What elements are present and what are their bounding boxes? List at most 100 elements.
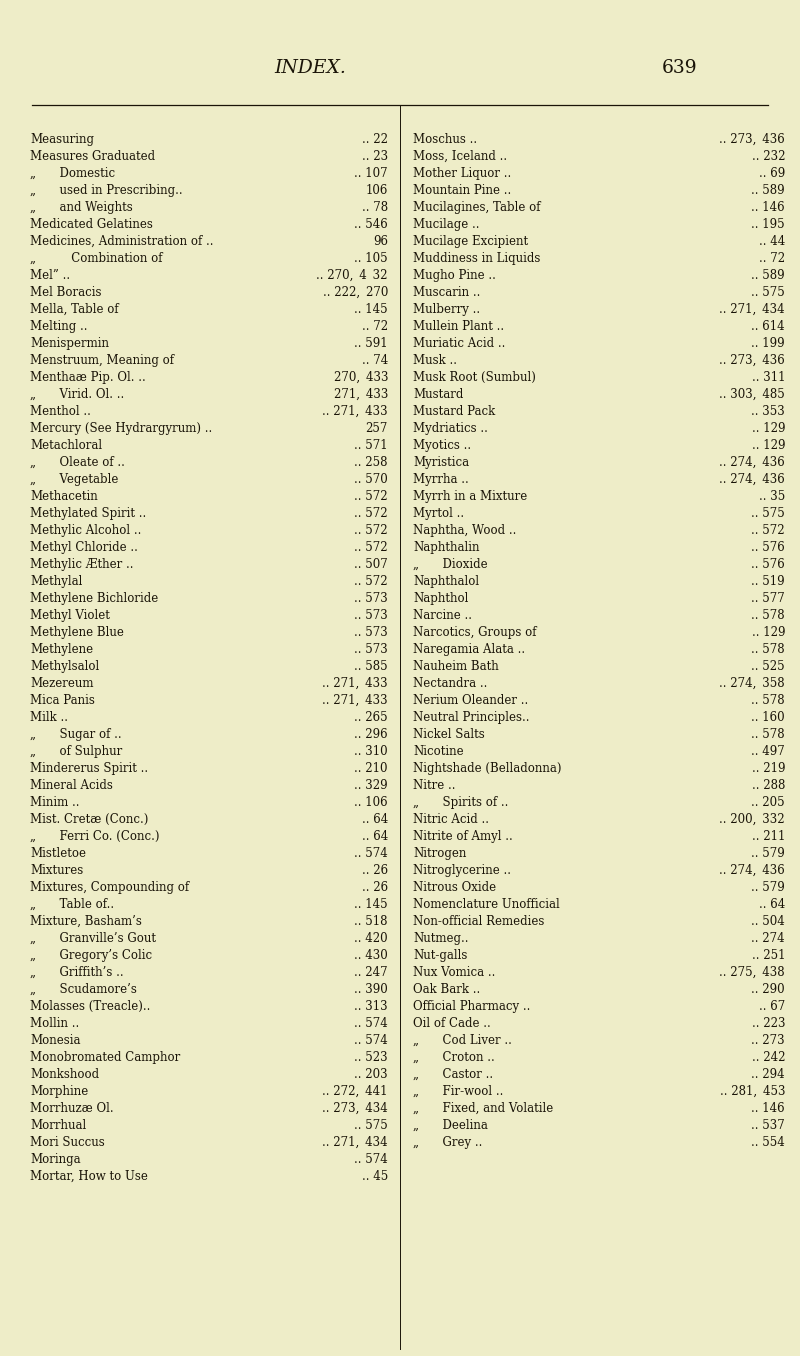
Text: Nitrite of Amyl ..: Nitrite of Amyl .. — [413, 830, 513, 843]
Text: .. 585: .. 585 — [354, 660, 388, 673]
Text: .. 579: .. 579 — [751, 881, 785, 894]
Text: .. 210: .. 210 — [354, 762, 388, 776]
Text: .. 107: .. 107 — [354, 167, 388, 180]
Text: Mindererus Spirit ..: Mindererus Spirit .. — [30, 762, 148, 776]
Text: Nickel Salts: Nickel Salts — [413, 728, 485, 740]
Text: Mori Succus: Mori Succus — [30, 1136, 105, 1149]
Text: .. 504: .. 504 — [751, 915, 785, 928]
Text: Mustard Pack: Mustard Pack — [413, 405, 495, 418]
Text: Menstruum, Meaning of: Menstruum, Meaning of — [30, 354, 174, 367]
Text: „  Deelina: „ Deelina — [413, 1119, 488, 1132]
Text: Methylated Spirit ..: Methylated Spirit .. — [30, 507, 146, 519]
Text: Methacetin: Methacetin — [30, 490, 98, 503]
Text: .. 271, 433: .. 271, 433 — [322, 694, 388, 706]
Text: Musk ..: Musk .. — [413, 354, 457, 367]
Text: Monkshood: Monkshood — [30, 1069, 99, 1081]
Text: Myotics ..: Myotics .. — [413, 439, 471, 452]
Text: Mica Panis: Mica Panis — [30, 694, 95, 706]
Text: Melting ..: Melting .. — [30, 320, 87, 334]
Text: .. 579: .. 579 — [751, 848, 785, 860]
Text: Measuring: Measuring — [30, 133, 94, 146]
Text: 639: 639 — [662, 60, 698, 77]
Text: „  Sugar of ..: „ Sugar of .. — [30, 728, 122, 740]
Text: Methylsalol: Methylsalol — [30, 660, 99, 673]
Text: Narcine ..: Narcine .. — [413, 609, 472, 622]
Text: INDEX.: INDEX. — [274, 60, 346, 77]
Text: .. 572: .. 572 — [751, 523, 785, 537]
Text: Menthaæ Pip. Ol. ..: Menthaæ Pip. Ol. .. — [30, 372, 146, 384]
Text: .. 576: .. 576 — [751, 541, 785, 555]
Text: Nauheim Bath: Nauheim Bath — [413, 660, 498, 673]
Text: .. 222, 270: .. 222, 270 — [322, 286, 388, 300]
Text: „  Dioxide: „ Dioxide — [413, 559, 488, 571]
Text: .. 420: .. 420 — [354, 932, 388, 945]
Text: Naregamia Alata ..: Naregamia Alata .. — [413, 643, 525, 656]
Text: „  Croton ..: „ Croton .. — [413, 1051, 494, 1064]
Text: 257: 257 — [366, 422, 388, 435]
Text: .. 274, 436: .. 274, 436 — [719, 473, 785, 485]
Text: .. 591: .. 591 — [354, 338, 388, 350]
Text: .. 247: .. 247 — [354, 965, 388, 979]
Text: .. 578: .. 578 — [751, 728, 785, 740]
Text: .. 35: .. 35 — [758, 490, 785, 503]
Text: .. 271, 434: .. 271, 434 — [719, 302, 785, 316]
Text: .. 160: .. 160 — [751, 711, 785, 724]
Text: Muscarin ..: Muscarin .. — [413, 286, 480, 300]
Text: 270, 433: 270, 433 — [334, 372, 388, 384]
Text: Menthol ..: Menthol .. — [30, 405, 91, 418]
Text: .. 273, 436: .. 273, 436 — [719, 354, 785, 367]
Text: Mother Liquor ..: Mother Liquor .. — [413, 167, 511, 180]
Text: .. 205: .. 205 — [751, 796, 785, 810]
Text: Mugho Pine ..: Mugho Pine .. — [413, 268, 496, 282]
Text: Nitrous Oxide: Nitrous Oxide — [413, 881, 496, 894]
Text: „  Virid. Ol. ..: „ Virid. Ol. .. — [30, 388, 124, 401]
Text: .. 45: .. 45 — [362, 1170, 388, 1182]
Text: .. 23: .. 23 — [362, 151, 388, 163]
Text: .. 329: .. 329 — [354, 778, 388, 792]
Text: Mydriatics ..: Mydriatics .. — [413, 422, 488, 435]
Text: .. 72: .. 72 — [759, 252, 785, 264]
Text: .. 294: .. 294 — [751, 1069, 785, 1081]
Text: Nitrogen: Nitrogen — [413, 848, 466, 860]
Text: Minim ..: Minim .. — [30, 796, 79, 810]
Text: .. 129: .. 129 — [751, 626, 785, 639]
Text: Mucilage Excipient: Mucilage Excipient — [413, 235, 528, 248]
Text: Morrhuzæ Ol.: Morrhuzæ Ol. — [30, 1102, 114, 1115]
Text: 106: 106 — [366, 184, 388, 197]
Text: .. 573: .. 573 — [354, 626, 388, 639]
Text: Mountain Pine ..: Mountain Pine .. — [413, 184, 511, 197]
Text: .. 72: .. 72 — [362, 320, 388, 334]
Text: .. 546: .. 546 — [354, 218, 388, 231]
Text: .. 67: .. 67 — [758, 999, 785, 1013]
Text: .. 203: .. 203 — [354, 1069, 388, 1081]
Text: Myristica: Myristica — [413, 456, 469, 469]
Text: „  Grey ..: „ Grey .. — [413, 1136, 482, 1149]
Text: Mixture, Basham’s: Mixture, Basham’s — [30, 915, 142, 928]
Text: .. 129: .. 129 — [751, 422, 785, 435]
Text: .. 232: .. 232 — [751, 151, 785, 163]
Text: Oil of Cade ..: Oil of Cade .. — [413, 1017, 490, 1031]
Text: Mistletoe: Mistletoe — [30, 848, 86, 860]
Text: .. 574: .. 574 — [354, 1153, 388, 1166]
Text: Nitric Acid ..: Nitric Acid .. — [413, 814, 489, 826]
Text: .. 78: .. 78 — [362, 201, 388, 214]
Text: Mineral Acids: Mineral Acids — [30, 778, 113, 792]
Text: „  Granville’s Gout: „ Granville’s Gout — [30, 932, 156, 945]
Text: .. 105: .. 105 — [354, 252, 388, 264]
Text: Methylene: Methylene — [30, 643, 93, 656]
Text: .. 574: .. 574 — [354, 1035, 388, 1047]
Text: „  Vegetable: „ Vegetable — [30, 473, 118, 485]
Text: .. 146: .. 146 — [751, 201, 785, 214]
Text: .. 281, 453: .. 281, 453 — [719, 1085, 785, 1098]
Text: .. 272, 441: .. 272, 441 — [322, 1085, 388, 1098]
Text: Nitroglycerine ..: Nitroglycerine .. — [413, 864, 511, 877]
Text: Methylic Alcohol ..: Methylic Alcohol .. — [30, 523, 142, 537]
Text: Monobromated Camphor: Monobromated Camphor — [30, 1051, 180, 1064]
Text: .. 265: .. 265 — [354, 711, 388, 724]
Text: .. 44: .. 44 — [758, 235, 785, 248]
Text: .. 523: .. 523 — [354, 1051, 388, 1064]
Text: .. 274, 436: .. 274, 436 — [719, 456, 785, 469]
Text: Mist. Cretæ (Conc.): Mist. Cretæ (Conc.) — [30, 814, 148, 826]
Text: .. 271, 433: .. 271, 433 — [322, 677, 388, 690]
Text: .. 145: .. 145 — [354, 898, 388, 911]
